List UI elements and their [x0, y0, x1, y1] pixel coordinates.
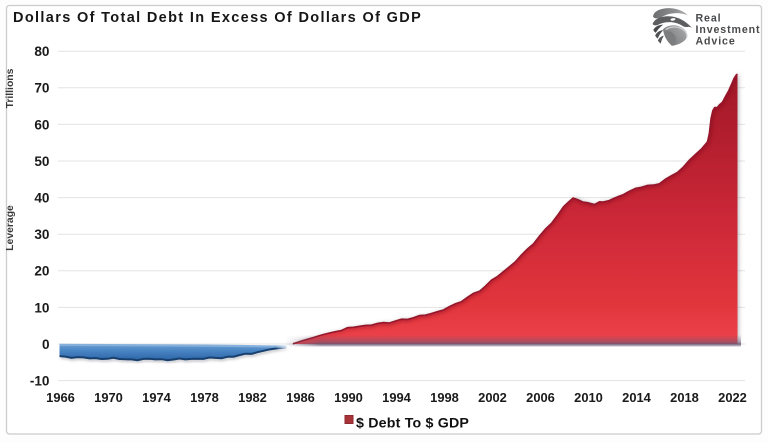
svg-text:0: 0	[42, 337, 50, 352]
svg-text:1994: 1994	[382, 390, 412, 405]
svg-text:2014: 2014	[622, 390, 652, 405]
svg-text:Advice: Advice	[696, 36, 736, 48]
svg-text:Investment: Investment	[696, 24, 761, 36]
svg-text:Leverage: Leverage	[5, 205, 16, 251]
svg-text:1978: 1978	[190, 390, 219, 405]
svg-text:1986: 1986	[286, 390, 315, 405]
svg-text:2018: 2018	[670, 390, 699, 405]
svg-text:2010: 2010	[574, 390, 603, 405]
svg-text:$ Debt To $ GDP: $ Debt To $ GDP	[356, 415, 469, 431]
svg-text:70: 70	[34, 81, 49, 96]
svg-text:Trillions: Trillions	[5, 68, 16, 108]
svg-text:1970: 1970	[94, 390, 123, 405]
svg-text:30: 30	[34, 227, 49, 242]
svg-text:10: 10	[34, 300, 49, 315]
svg-text:Dollars Of Total Debt In Exces: Dollars Of Total Debt In Excess Of Dolla…	[13, 10, 422, 26]
svg-text:50: 50	[34, 154, 49, 169]
svg-text:2006: 2006	[526, 390, 555, 405]
svg-text:1966: 1966	[46, 390, 75, 405]
svg-text:80: 80	[34, 44, 49, 59]
svg-text:1974: 1974	[142, 390, 172, 405]
svg-text:60: 60	[34, 117, 49, 132]
svg-text:2002: 2002	[478, 390, 507, 405]
svg-text:40: 40	[34, 191, 49, 206]
svg-text:2022: 2022	[718, 390, 747, 405]
svg-text:20: 20	[34, 264, 49, 279]
svg-text:Real: Real	[696, 13, 722, 25]
svg-text:1982: 1982	[238, 390, 267, 405]
svg-text:1990: 1990	[334, 390, 363, 405]
svg-text:1998: 1998	[430, 390, 459, 405]
svg-text:-10: -10	[30, 374, 50, 389]
